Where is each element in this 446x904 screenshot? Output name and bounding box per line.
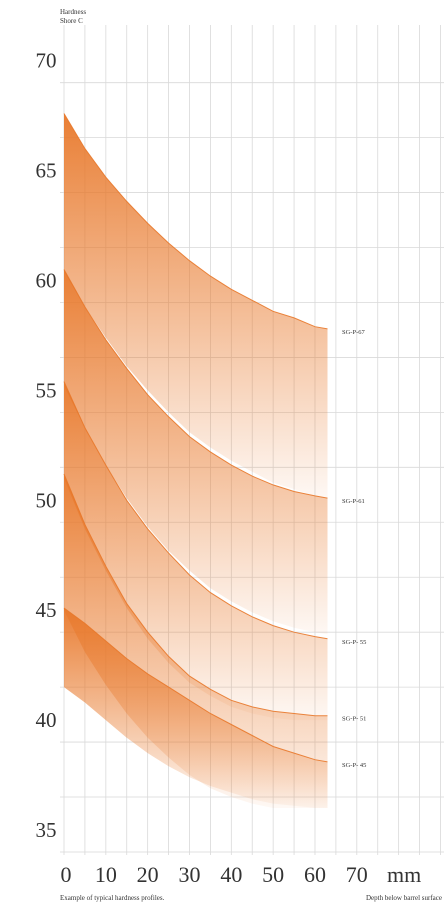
band-sg-p-45 <box>64 608 328 808</box>
x-tick-label: 10 <box>95 862 117 887</box>
xlabel: Depth below barrel surface <box>366 894 442 902</box>
y-tick-label: 65 <box>36 159 57 183</box>
x-tick-label: 30 <box>178 862 200 887</box>
series-label: SG-P- 45 <box>342 762 366 769</box>
series-label: SG-P- 55 <box>342 639 366 646</box>
series-label: SG-P- 51 <box>342 716 366 723</box>
band-upper-edge <box>63 381 328 640</box>
band-upper-edge <box>63 113 328 330</box>
band-sg-p-67 <box>64 113 328 499</box>
x-tick-label: 60 <box>304 862 326 887</box>
ylabel-line-2: Shore C <box>60 17 83 25</box>
y-tick-label: 70 <box>36 49 57 73</box>
x-tick-label: 0 <box>61 862 72 887</box>
band-sg-p-61 <box>64 269 328 635</box>
y-tick-label: 40 <box>36 708 57 732</box>
x-tick-label: 40 <box>220 862 242 887</box>
x-tick-label: 20 <box>137 862 159 887</box>
band-sg-p-51 <box>64 473 328 808</box>
y-tick-label: 35 <box>36 818 57 842</box>
ylabel-line-1: Hardness <box>60 8 86 16</box>
y-tick-label: 50 <box>36 488 57 512</box>
x-tick-label: 50 <box>262 862 284 887</box>
caption: Example of typical hardness profiles. <box>60 894 165 902</box>
y-tick-label: 55 <box>36 378 57 402</box>
bands <box>63 113 328 808</box>
x-tick-label: 70 <box>346 862 368 887</box>
y-tick-label: 60 <box>36 269 57 293</box>
band-sg-p-55 <box>64 381 328 721</box>
band-upper-edge <box>63 607 328 763</box>
series-label: SG-P-61 <box>342 498 365 505</box>
band-upper-edge <box>63 473 328 717</box>
x-unit: mm <box>387 862 421 887</box>
y-tick-label: 45 <box>36 598 57 622</box>
band-upper-edge <box>63 269 328 499</box>
series-label: SG-P-67 <box>342 329 366 336</box>
labels: 35 40 45 50 55 60 65 70 0 10 20 30 40 50 60 70 SG-P-67 SG… <box>36 49 368 887</box>
